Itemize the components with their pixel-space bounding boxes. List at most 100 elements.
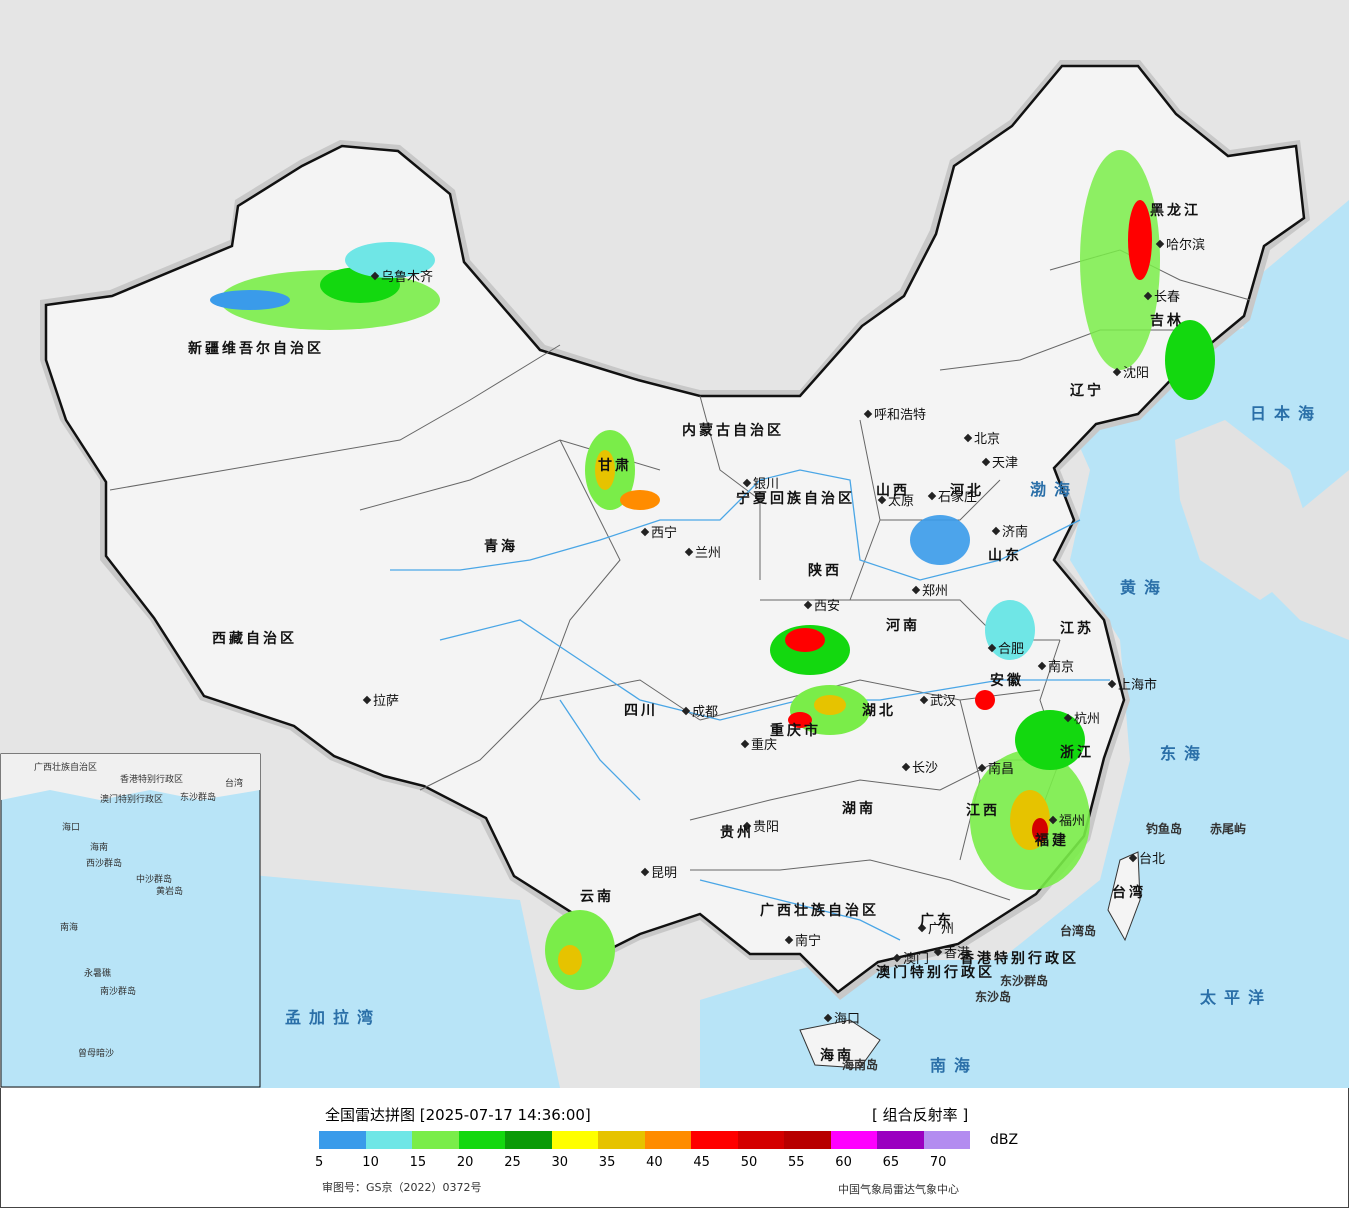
region-label: 河南 [886,618,920,634]
colorbar-swatch [644,1131,691,1149]
city-label: 贵阳 [753,820,780,835]
city-label: 成都 [692,705,719,720]
sea-label: 南海 [930,1056,979,1075]
radar-mosaic-map [0,0,1349,1088]
region-label: 四川 [624,703,658,719]
city-label: 兰州 [695,546,722,561]
region-label: 新疆维吾尔自治区 [188,341,324,357]
region-label: 湖南 [842,801,876,817]
unit-label: dBZ [990,1132,1019,1148]
region-label: 山东 [988,548,1022,564]
colorbar-swatch [551,1131,598,1149]
region-label: 浙江 [1060,745,1094,761]
island-label: 海南岛 [842,1058,879,1072]
inset-label: 海口 [62,823,81,833]
city-label: 沈阳 [1123,366,1150,381]
island-label: 台湾岛 [1060,924,1097,938]
city-label: 西宁 [651,526,678,541]
colorbar-swatch [412,1131,459,1149]
colorbar-tick-label: 10 [362,1155,379,1170]
region-label: 澳门特别行政区 [876,965,995,981]
inset-label: 南海 [60,923,79,933]
inset-label: 中沙群岛 [136,875,173,885]
sea-label: 太平洋 [1200,988,1273,1007]
colorbar-swatch [365,1131,412,1149]
city-label: 北京 [974,432,1001,447]
region-label: 山西 [876,483,910,499]
data-source: 中国气象局雷达气象中心 [838,1183,959,1196]
inset-label: 台湾 [225,779,244,789]
colorbar-tick-label: 20 [456,1155,474,1170]
colorbar-tick-label: 45 [693,1155,710,1170]
city-label: 澳门 [903,952,930,967]
city-label: 昆明 [651,866,678,881]
japan-sea [1230,200,1349,430]
colorbar-tick-label: 5 [315,1155,324,1170]
echo-hebei [910,515,970,565]
city-label: 天津 [992,456,1019,471]
city-label: 长春 [1154,290,1181,305]
city-label: 台北 [1139,852,1166,867]
region-label: 陕西 [808,563,842,579]
inset-label: 永暑礁 [84,969,112,979]
colorbar-tick-label: 30 [551,1155,569,1170]
city-label: 长沙 [912,761,939,776]
inset-label: 西沙群岛 [86,859,123,869]
colorbar-swatch [923,1131,970,1149]
colorbar-tick-label: 60 [835,1155,852,1170]
region-label: 江苏 [1060,621,1094,637]
city-label: 呼和浩特 [874,408,927,423]
echo-gansu [585,430,660,510]
city-label: 乌鲁木齐 [381,270,434,285]
region-label: 台湾 [1112,885,1146,901]
colorbar-tick-label: 55 [788,1155,805,1170]
city-label: 南昌 [988,762,1015,777]
echo-shaanxi-hubei [770,625,870,735]
island-label: 东沙岛 [975,990,1012,1004]
region-label: 西藏自治区 [212,631,297,647]
island-label: 赤尾屿 [1210,822,1247,836]
sea-label: 日本海 [1250,404,1323,423]
inset-label: 香港特别行政区 [120,775,184,785]
radar-echoes [210,150,1215,990]
region-label: 黑龙江 [1150,203,1201,219]
inset-label: 东沙群岛 [180,793,217,803]
region-label: 云南 [580,889,614,905]
echo-anhui [975,600,1035,710]
colorbar-swatch [784,1131,831,1149]
city-label: 拉萨 [373,694,400,709]
city-label: 重庆 [751,738,778,753]
colorbar-swatch [458,1131,505,1149]
region-label: 吉林 [1150,313,1184,329]
colorbar-swatch [505,1131,552,1149]
region-label: 辽宁 [1070,383,1104,399]
island-label: 东沙群岛 [1000,974,1049,988]
city-label: 武汉 [930,694,957,709]
south-china-sea-inset [0,753,261,1088]
city-label: 济南 [1002,525,1029,540]
island-label: 钓鱼岛 [1146,822,1183,836]
region-label: 贵州 [720,825,754,841]
region-label: 安徽 [990,673,1024,689]
region-label: 内蒙古自治区 [682,423,784,439]
sea-label: 黄海 [1120,578,1169,597]
city-label: 哈尔滨 [1166,238,1206,253]
region-label: 重庆市 [770,723,821,739]
region-label: 广西壮族自治区 [760,903,879,919]
city-label: 海口 [834,1012,861,1027]
city-label: 广州 [928,922,955,937]
colorbar-swatch [598,1131,645,1149]
colorbar-tick-label: 50 [740,1155,758,1170]
approval-number: 审图号：GS京（2022）0372号 [322,1181,482,1194]
city-label: 福州 [1059,814,1086,829]
colorbar-swatch [737,1131,784,1149]
japan-land [1240,470,1349,640]
region-label: 福建 [1035,833,1069,849]
inset-label: 黄岩岛 [156,887,184,897]
colorbar-swatch [319,1131,366,1149]
taiwan-island [1107,851,1141,942]
city-label: 银川 [753,477,780,492]
city-label: 南宁 [795,934,822,949]
colorbar-tick-label: 70 [929,1155,947,1170]
city-label: 太原 [888,494,915,509]
